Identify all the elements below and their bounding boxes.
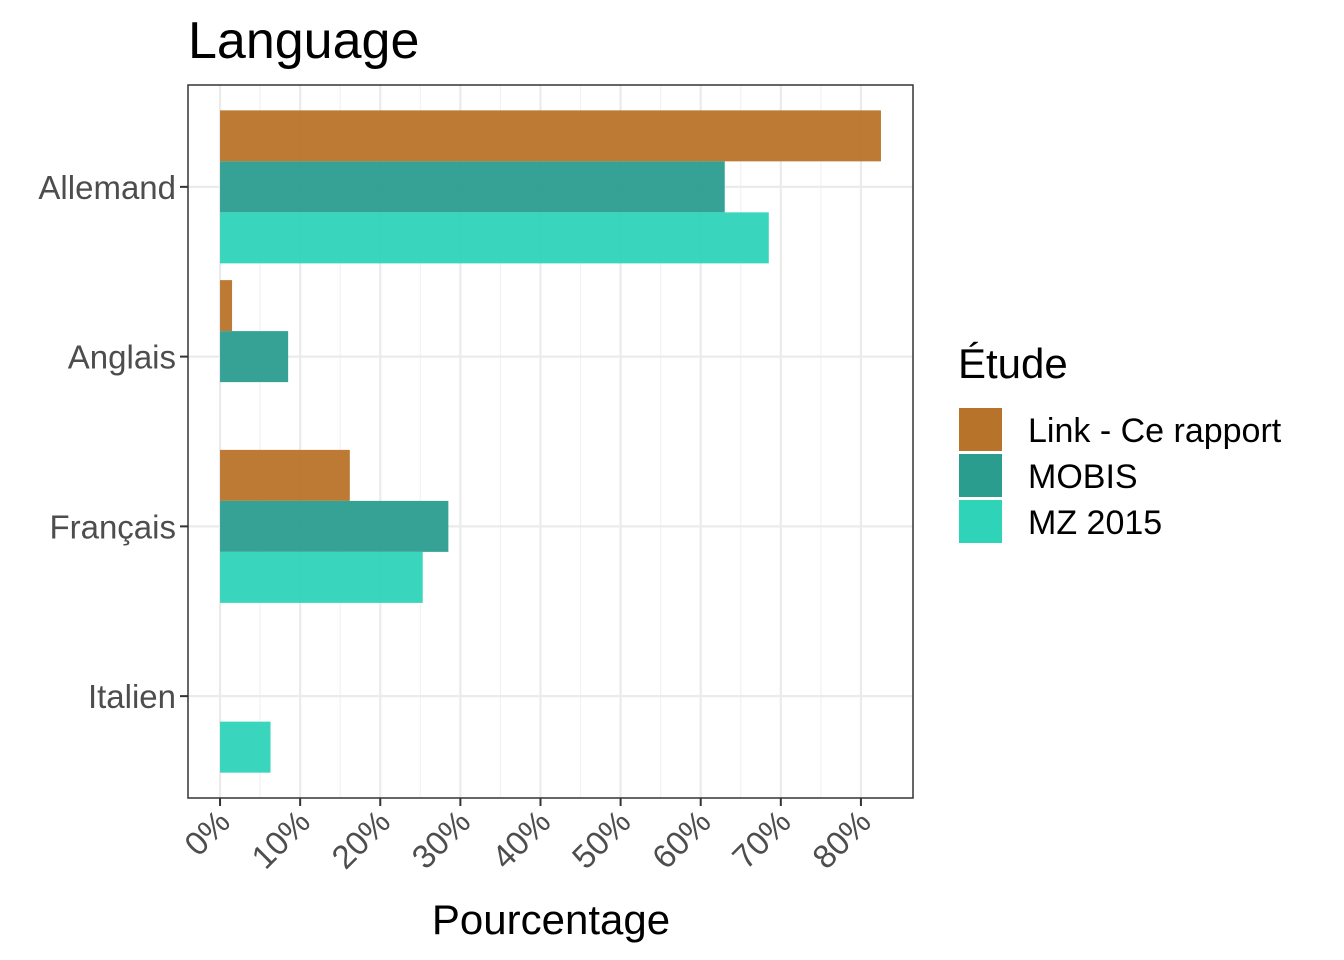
chart-title: Language	[188, 12, 419, 70]
y-axis: Allemand Anglais Français Italien	[38, 169, 188, 715]
x-tick-label: 0%	[177, 803, 237, 863]
x-tick-label: 60%	[645, 803, 718, 876]
bar-mz-2015-italien	[220, 721, 271, 773]
legend-key-mobis	[959, 454, 1002, 497]
x-tick-label: 40%	[485, 803, 558, 876]
x-tick-label: 80%	[805, 803, 878, 876]
legend-key-link-ce-rapport	[959, 408, 1002, 451]
bar-link-ce-rapport-allemand	[220, 110, 881, 162]
x-tick-label: 30%	[404, 803, 477, 876]
legend-label: MZ 2015	[1028, 504, 1162, 542]
x-tick-label: 20%	[324, 803, 397, 876]
x-tick-label: 10%	[244, 803, 317, 876]
x-tick-label: 70%	[725, 803, 798, 876]
legend: Étude Link - Ce rapport MOBIS MZ 2015	[958, 340, 1282, 543]
bar-link-ce-rapport-fran-ais	[220, 449, 350, 501]
legend-key-mz-2015	[959, 500, 1002, 543]
x-axis: 0% 10% 20% 30% 40% 50% 60% 70% 80%	[177, 798, 878, 876]
x-axis-title: Pourcentage	[432, 896, 670, 943]
bar-mobis-allemand	[220, 161, 725, 213]
y-tick-label: Allemand	[38, 169, 176, 206]
bar-mobis-fran-ais	[220, 500, 449, 552]
bar-mz-2015-fran-ais	[220, 551, 423, 603]
legend-title: Étude	[958, 340, 1068, 387]
panel-border	[187, 84, 914, 799]
legend-label: Link - Ce rapport	[1028, 412, 1282, 450]
y-tick-label: Italien	[88, 678, 176, 715]
bar-link-ce-rapport-anglais	[220, 280, 233, 332]
bar-mobis-anglais	[220, 331, 289, 383]
legend-label: MOBIS	[1028, 458, 1138, 496]
y-tick-label: Français	[49, 508, 176, 545]
plot-panel	[187, 84, 914, 799]
x-tick-label: 50%	[565, 803, 638, 876]
y-tick-label: Anglais	[68, 339, 176, 376]
bar-mz-2015-allemand	[220, 212, 769, 264]
